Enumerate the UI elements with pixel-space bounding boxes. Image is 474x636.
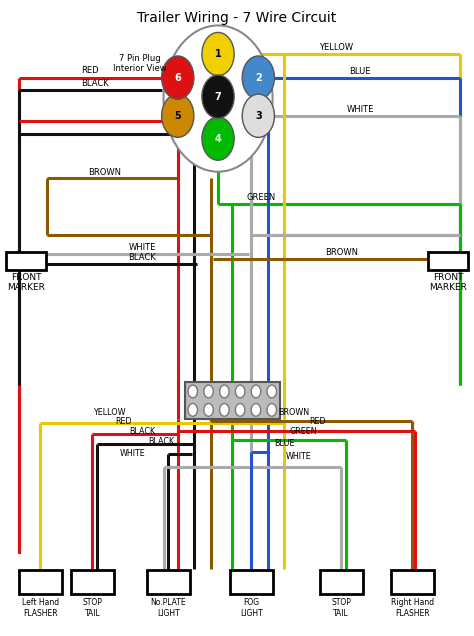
Circle shape: [202, 75, 234, 118]
Text: WHITE: WHITE: [346, 105, 374, 114]
Text: Right Hand
FLASHER: Right Hand FLASHER: [391, 598, 434, 618]
Text: GREEN: GREEN: [290, 427, 317, 436]
Text: GREEN: GREEN: [246, 193, 275, 202]
Circle shape: [242, 56, 274, 99]
Text: STOP
TAIL: STOP TAIL: [331, 598, 351, 618]
Text: BROWN: BROWN: [88, 168, 121, 177]
Text: BROWN: BROWN: [278, 408, 310, 417]
Text: WHITE: WHITE: [120, 449, 146, 458]
Text: 5: 5: [174, 111, 181, 121]
Bar: [6, 252, 46, 270]
Text: BROWN: BROWN: [325, 248, 358, 257]
Bar: [230, 570, 273, 594]
Text: BLUE: BLUE: [349, 67, 371, 76]
Circle shape: [202, 117, 234, 160]
Text: BLUE: BLUE: [274, 439, 295, 448]
Circle shape: [162, 94, 194, 137]
Bar: [320, 570, 363, 594]
Circle shape: [219, 404, 229, 417]
Text: BLACK: BLACK: [148, 438, 174, 446]
Circle shape: [188, 385, 198, 398]
Text: No.PLATE
LIGHT: No.PLATE LIGHT: [150, 598, 186, 618]
Text: Trailer Wiring - 7 Wire Circuit: Trailer Wiring - 7 Wire Circuit: [137, 11, 337, 25]
Bar: [19, 570, 62, 594]
Bar: [428, 252, 468, 270]
Circle shape: [164, 25, 273, 172]
Circle shape: [202, 32, 234, 76]
Text: YELLOW: YELLOW: [319, 43, 354, 52]
Text: RED: RED: [115, 417, 132, 426]
Text: RED: RED: [309, 417, 326, 426]
Text: RED: RED: [81, 66, 99, 75]
Text: WHITE: WHITE: [286, 452, 311, 461]
Circle shape: [267, 404, 276, 417]
Circle shape: [162, 56, 194, 99]
Text: 2: 2: [255, 73, 262, 83]
Text: WHITE: WHITE: [128, 244, 156, 252]
Circle shape: [236, 404, 245, 417]
Text: 3: 3: [255, 111, 262, 121]
Text: 4: 4: [215, 134, 221, 144]
Text: FOG
LIGHT: FOG LIGHT: [240, 598, 263, 618]
Circle shape: [267, 385, 276, 398]
Bar: [185, 382, 280, 419]
Bar: [391, 570, 434, 594]
Circle shape: [242, 94, 274, 137]
Circle shape: [204, 385, 213, 398]
Text: 6: 6: [174, 73, 181, 83]
Circle shape: [219, 385, 229, 398]
Text: 1: 1: [215, 49, 221, 59]
Text: BLACK: BLACK: [129, 427, 155, 436]
Text: BLACK: BLACK: [128, 253, 156, 262]
Circle shape: [188, 404, 198, 417]
Text: STOP
TAIL: STOP TAIL: [82, 598, 102, 618]
Bar: [147, 570, 190, 594]
Circle shape: [236, 385, 245, 398]
Text: FRONT
MARKER: FRONT MARKER: [7, 273, 45, 293]
Text: 7: 7: [215, 92, 221, 102]
Text: 7 Pin Plug
Interior View: 7 Pin Plug Interior View: [113, 54, 167, 73]
Text: YELLOW: YELLOW: [93, 408, 125, 417]
Text: FRONT
MARKER: FRONT MARKER: [429, 273, 467, 293]
Circle shape: [251, 385, 261, 398]
Text: Left Hand
FLASHER: Left Hand FLASHER: [22, 598, 59, 618]
Bar: [71, 570, 114, 594]
Circle shape: [251, 404, 261, 417]
Circle shape: [204, 404, 213, 417]
Text: BLACK: BLACK: [81, 79, 109, 88]
